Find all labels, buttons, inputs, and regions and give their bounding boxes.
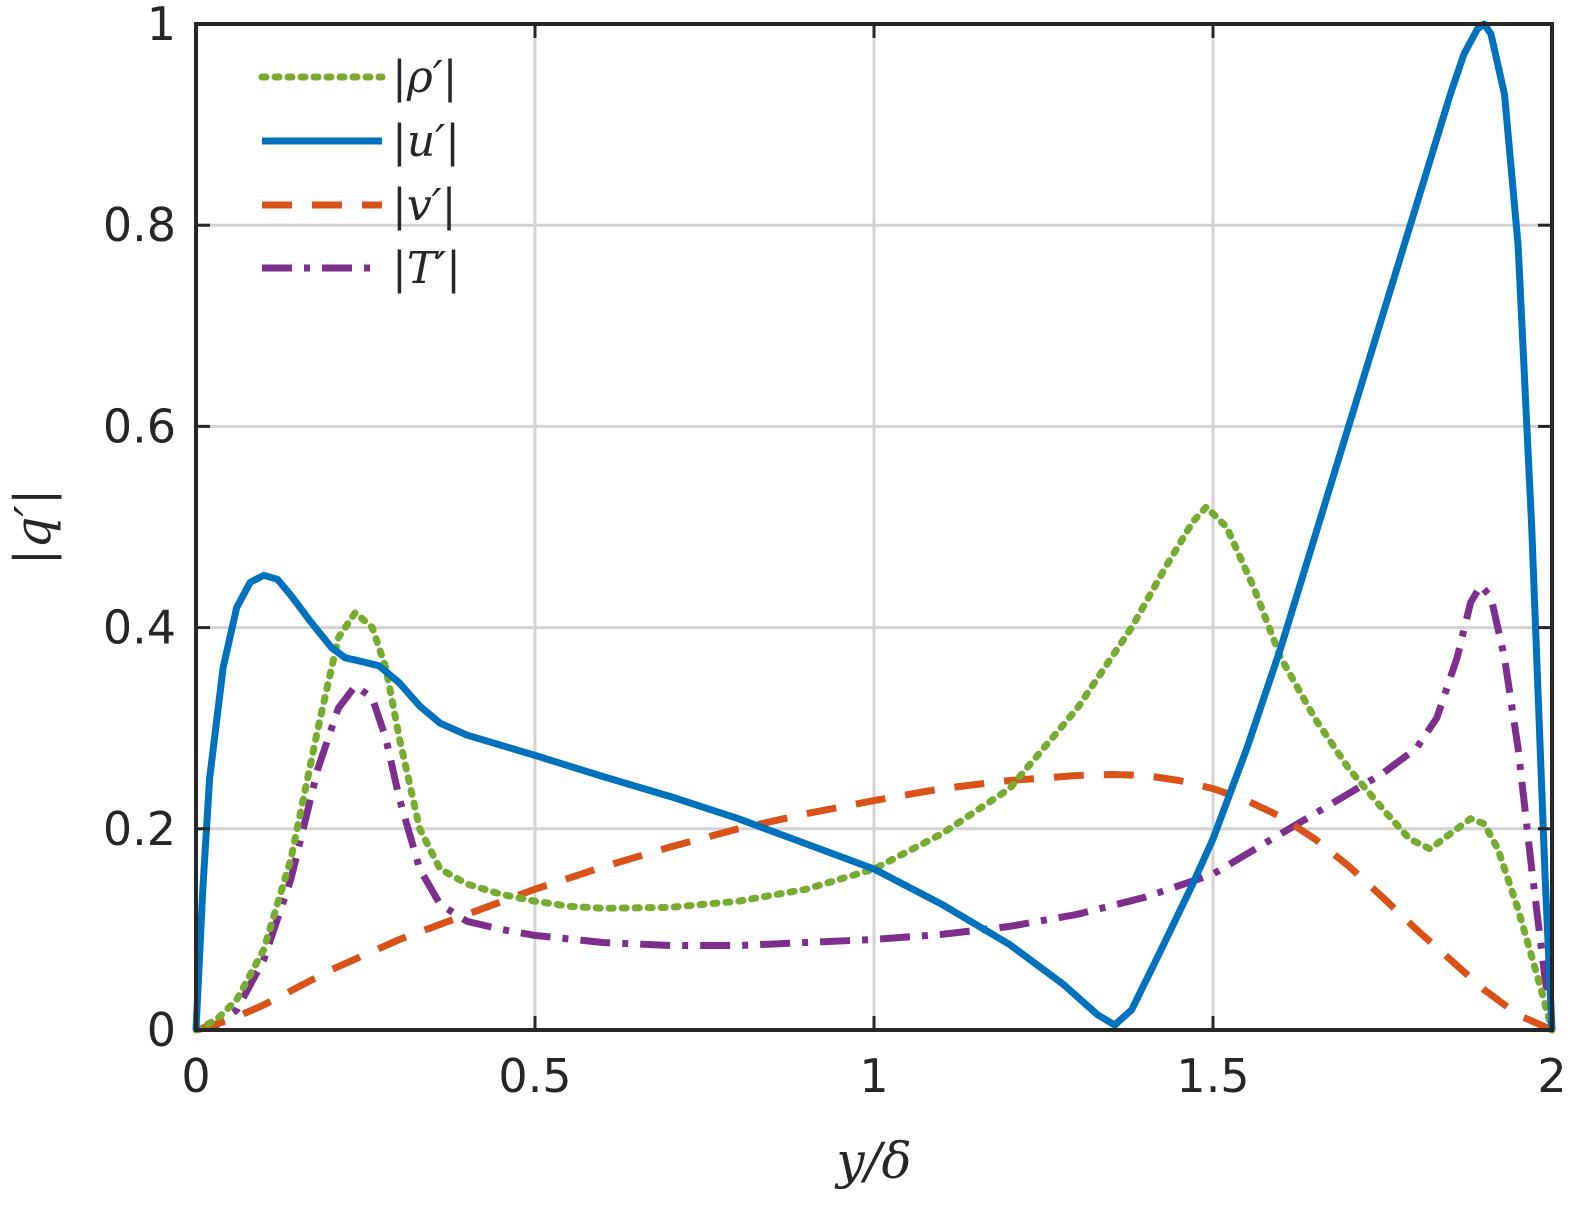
x-axis-label: y/δ bbox=[834, 1132, 911, 1190]
legend-label-2: |v′| bbox=[392, 180, 457, 231]
x-tick-label: 2 bbox=[1537, 1049, 1566, 1103]
y-tick-label: 1 bbox=[147, 0, 176, 51]
y-axis-label: |q′| bbox=[4, 488, 62, 565]
legend-label-1: |u′| bbox=[392, 116, 460, 167]
y-tick-label: 0.4 bbox=[103, 601, 176, 655]
x-tick-label: 0.5 bbox=[498, 1049, 571, 1103]
series-line-1 bbox=[192, 20, 1556, 1031]
series-lines bbox=[192, 20, 1556, 1034]
x-tick-label: 0 bbox=[181, 1049, 210, 1103]
series-line-0 bbox=[192, 503, 1556, 1034]
y-tick-label: 0.8 bbox=[103, 198, 176, 252]
legend-label-3: |T′| bbox=[392, 243, 461, 294]
legend: |ρ′| |u′| |v′| |T′| bbox=[258, 52, 461, 294]
x-tick-label: 1 bbox=[859, 1049, 888, 1103]
y-tick-label: 0.6 bbox=[103, 399, 176, 453]
axis-ticks: 0 0.5 1 1.5 2 0 0.2 0.4 0.6 0.8 1 bbox=[103, 0, 1567, 1103]
legend-label-0: |ρ′| bbox=[392, 52, 458, 103]
series-line-2 bbox=[195, 771, 1554, 1034]
y-tick-label: 0.2 bbox=[103, 802, 176, 856]
y-tick-label: 0 bbox=[147, 1003, 176, 1057]
x-tick-label: 1.5 bbox=[1176, 1049, 1249, 1103]
series-line-3 bbox=[195, 581, 1556, 1034]
